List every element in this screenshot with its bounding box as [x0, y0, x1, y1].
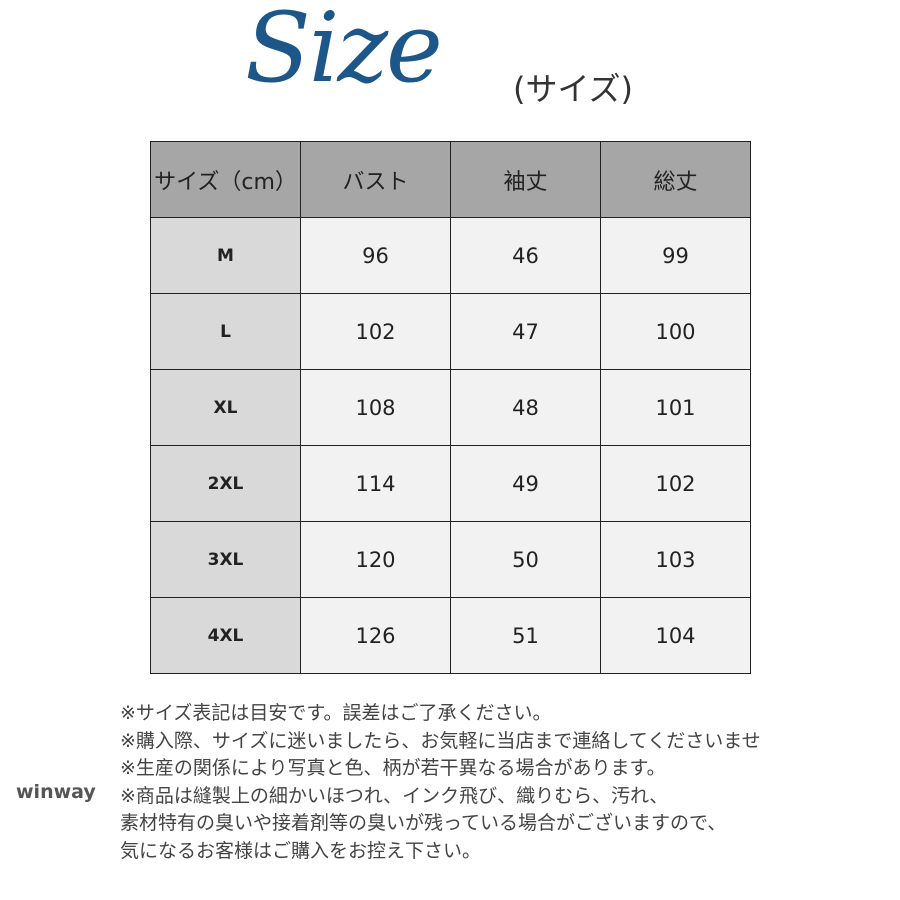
table-row: XL 108 48 101 — [150, 369, 751, 446]
cell-size: 2XL — [150, 445, 301, 522]
brand-watermark: winway — [16, 781, 96, 803]
cell-length: 104 — [600, 597, 751, 674]
cell-size: 3XL — [150, 521, 301, 598]
title-main: Size — [245, 0, 443, 104]
note-line: ※サイズ表記は目安です。誤差はご了承ください。 — [120, 702, 552, 724]
header-size: サイズ（cm） — [150, 141, 301, 218]
cell-length: 100 — [600, 293, 751, 370]
size-table: サイズ（cm） バスト 袖丈 総丈 M 96 46 99 L 102 47 100 XL 108 4… — [150, 141, 751, 674]
cell-bust: 126 — [300, 597, 451, 674]
cell-sleeve: 47 — [450, 293, 601, 370]
table-row: 3XL 120 50 103 — [150, 521, 751, 598]
table-row: 4XL 126 51 104 — [150, 597, 751, 674]
cell-bust: 102 — [300, 293, 451, 370]
cell-length: 101 — [600, 369, 751, 446]
header-length: 総丈 — [600, 141, 751, 218]
header-bust: バスト — [300, 141, 451, 218]
cell-bust: 114 — [300, 445, 451, 522]
cell-sleeve: 49 — [450, 445, 601, 522]
header-sleeve: 袖丈 — [450, 141, 601, 218]
title-sub: (サイズ) — [513, 70, 634, 108]
cell-length: 99 — [600, 217, 751, 294]
table-row: L 102 47 100 — [150, 293, 751, 370]
note-line: ※購入際、サイズに迷いましたら、お気軽に当店まで連絡してくださいませ — [120, 729, 761, 752]
table-header-row: サイズ（cm） バスト 袖丈 総丈 — [150, 141, 751, 218]
note-line: ※商品は縫製上の細かいほつれ、インク飛び、織りむら、汚れ、 — [120, 784, 669, 807]
note-line: 素材特有の臭いや接着剤等の臭いが残っている場合がございますので、 — [120, 812, 727, 834]
cell-sleeve: 51 — [450, 597, 601, 674]
cell-bust: 96 — [300, 217, 451, 294]
notes: ※サイズ表記は目安です。誤差はご了承ください。 ※購入際、サイズに迷いましたら、… — [120, 700, 761, 865]
cell-bust: 108 — [300, 369, 451, 446]
table-row: 2XL 114 49 102 — [150, 445, 751, 522]
table-row: M 96 46 99 — [150, 217, 751, 294]
cell-size: L — [150, 293, 301, 370]
cell-size: 4XL — [150, 597, 301, 674]
note-line: 気になるお客様はご購入をお控え下さい。 — [120, 839, 482, 862]
cell-sleeve: 48 — [450, 369, 601, 446]
cell-bust: 120 — [300, 521, 451, 598]
note-line: ※生産の関係により写真と色、柄が若干異なる場合があります。 — [120, 757, 666, 779]
cell-length: 103 — [600, 521, 751, 598]
cell-size: M — [150, 217, 301, 294]
cell-sleeve: 50 — [450, 521, 601, 598]
cell-size: XL — [150, 369, 301, 446]
cell-sleeve: 46 — [450, 217, 601, 294]
cell-length: 102 — [600, 445, 751, 522]
